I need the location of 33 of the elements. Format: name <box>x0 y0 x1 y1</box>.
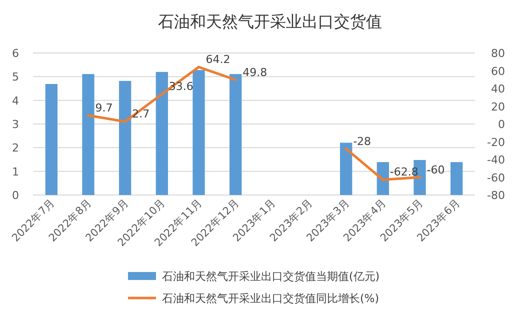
chart-title: 石油和天然气开采业出口交货值 <box>158 12 382 31</box>
bar <box>82 74 94 195</box>
data-label: -28 <box>353 134 372 148</box>
y-tick-label: 4 <box>12 94 19 108</box>
bar <box>340 142 352 195</box>
bar <box>45 84 58 195</box>
y2-tick-label: 80 <box>491 47 505 60</box>
bar <box>230 74 242 195</box>
y-tick-label: 0 <box>12 189 19 202</box>
bar <box>450 162 463 195</box>
y-tick-label: 5 <box>12 70 19 84</box>
data-label: -60 <box>426 163 445 176</box>
y2-tick-label: 0 <box>498 118 505 131</box>
y2-tick-label: -40 <box>487 154 505 166</box>
y2-tick-label: 20 <box>491 100 505 114</box>
data-label: 64.2 <box>206 53 230 66</box>
data-label: 49.8 <box>242 66 268 79</box>
y-tick-label: 3 <box>12 118 19 131</box>
data-label: 9.7 <box>95 101 113 114</box>
y2-tick-label: -20 <box>487 136 505 149</box>
bar <box>119 80 132 195</box>
bar <box>192 70 205 195</box>
y2-tick-label: 40 <box>491 82 505 96</box>
y2-tick-label: -60 <box>487 171 505 184</box>
y-tick-label: 6 <box>12 47 19 60</box>
y2-tick-label: 60 <box>491 64 505 78</box>
legend-label: 石油和天然气开采业出口交货值当期值(亿元) <box>162 270 380 283</box>
legend-label: 石油和天然气开采业出口交货值同比增长(%) <box>162 292 380 305</box>
bar <box>376 162 389 195</box>
y-tick-label: 1 <box>12 165 19 178</box>
y2-tick-label: -80 <box>487 189 505 202</box>
bar <box>156 72 168 195</box>
y-tick-label: 2 <box>12 142 19 155</box>
